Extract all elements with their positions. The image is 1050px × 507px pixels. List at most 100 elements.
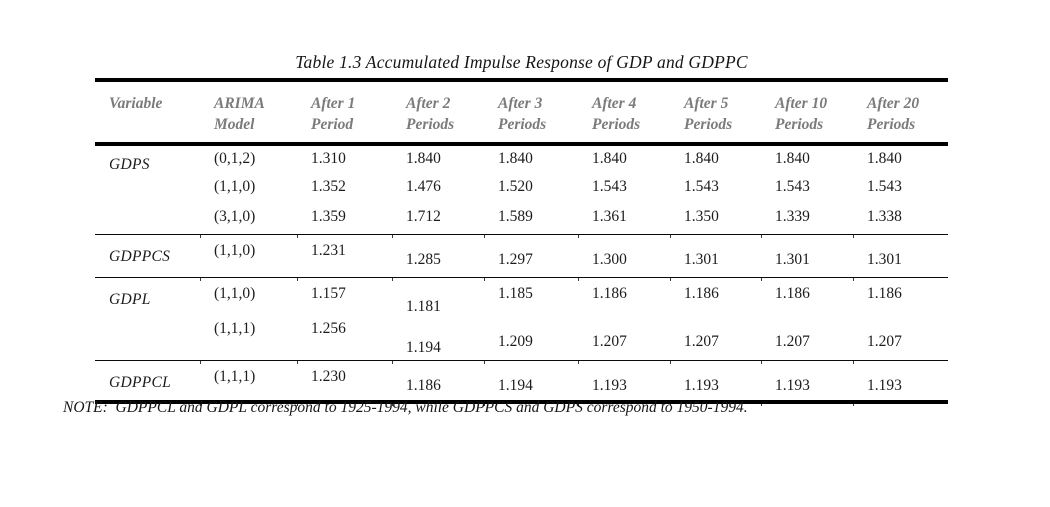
table-rule-thin (95, 359, 948, 364)
rule-segment (760, 399, 853, 406)
rule-segment (483, 399, 578, 406)
row-group-gdppcs: GDPPCS (1,1,0) 1.231 1.285 1.297 1.300 1… (95, 238, 948, 281)
value-cell: 1.193 (867, 376, 902, 394)
arima-model-cell: (1,1,0) (214, 285, 256, 302)
column-header-arima-model: ARIMA Model (200, 78, 297, 146)
value-cell: 1.520 (498, 178, 533, 195)
table-header-row: Variable ARIMA Model After 1 Period Afte… (95, 78, 948, 146)
value-cell: 1.186 (406, 376, 441, 394)
rule-segment (391, 399, 484, 406)
value-cell: 1.207 (592, 333, 627, 350)
rule-segment (296, 233, 392, 238)
value-cell: 1.194 (498, 376, 533, 394)
rule-segment (296, 277, 392, 281)
value-cell: 1.352 (311, 178, 346, 195)
value-cell: 1.300 (592, 250, 627, 268)
rule-segment (483, 233, 578, 238)
value-cell: 1.338 (867, 208, 902, 225)
rule-segment (296, 359, 392, 364)
rule-segment (669, 359, 761, 364)
rule-segment (852, 277, 948, 281)
column-header-after-2: After 2 Periods (392, 78, 484, 146)
value-cell: 1.840 (498, 150, 533, 167)
value-cell: 1.193 (684, 376, 719, 394)
rule-segment (391, 233, 484, 238)
column-header-after-10: After 10 Periods (761, 78, 853, 146)
table-rule-thick-bottom (95, 399, 948, 406)
rule-segment (391, 277, 484, 281)
value-cell: 1.361 (592, 208, 627, 225)
value-cell: 1.476 (406, 178, 441, 195)
value-cell: 1.186 (684, 285, 719, 302)
column-header-after-3: After 3 Periods (484, 78, 578, 146)
row-group-gdppcl: GDPPCL (1,1,1) 1.230 1.186 1.194 1.193 1… (95, 364, 948, 406)
table-row: GDPS (0,1,2) 1.310 1.840 1.840 1.840 1.8… (95, 144, 948, 174)
rule-segment (852, 399, 948, 406)
value-cell: 1.301 (867, 250, 902, 268)
value-cell: 1.209 (498, 333, 533, 350)
value-cell: 1.256 (311, 320, 346, 337)
value-cell: 1.297 (498, 250, 533, 268)
rule-segment (577, 233, 670, 238)
arima-model-cell: (0,1,2) (214, 150, 256, 167)
table-row: GDPPCS (1,1,0) 1.231 1.285 1.297 1.300 1… (95, 238, 948, 278)
variable-cell: GDPL (109, 291, 151, 308)
column-header-variable: Variable (95, 78, 200, 146)
arima-model-cell: (1,1,1) (214, 367, 256, 385)
value-cell: 1.207 (684, 333, 719, 350)
value-cell: 1.207 (775, 333, 810, 350)
rule-segment (760, 359, 853, 364)
value-cell: 1.231 (311, 241, 346, 259)
value-cell: 1.193 (592, 376, 627, 394)
value-cell: 1.207 (867, 333, 902, 350)
value-cell: 1.157 (311, 285, 346, 302)
rule-segment (95, 277, 200, 281)
rule-segment (852, 233, 948, 238)
rule-segment (483, 359, 578, 364)
arima-model-cell: (1,1,0) (214, 241, 256, 259)
arima-model-cell: (3,1,0) (214, 208, 256, 225)
value-cell: 1.359 (311, 208, 346, 225)
value-cell: 1.186 (867, 285, 902, 302)
table-row: GDPL (1,1,0) 1.157 1.181 1.185 1.186 1.1… (95, 281, 948, 316)
value-cell: 1.543 (775, 178, 810, 195)
rule-segment (577, 359, 670, 364)
rule-segment (577, 277, 670, 281)
value-cell: 1.310 (311, 150, 346, 167)
rule-segment (852, 359, 948, 364)
value-cell: 1.186 (592, 285, 627, 302)
table-caption: Table 1.3 Accumulated Impulse Response o… (295, 52, 748, 72)
value-cell: 1.543 (684, 178, 719, 195)
value-cell: 1.543 (867, 178, 902, 195)
value-cell: 1.350 (684, 208, 719, 225)
table-row: (1,1,0) 1.352 1.476 1.520 1.543 1.543 1.… (95, 174, 948, 204)
table-row: GDPPCL (1,1,1) 1.230 1.186 1.194 1.193 1… (95, 364, 948, 402)
arima-model-cell: (1,1,1) (214, 320, 256, 337)
rule-segment (199, 277, 297, 281)
value-cell: 1.339 (775, 208, 810, 225)
rule-segment (199, 399, 297, 406)
rule-segment (95, 359, 200, 364)
column-header-after-4: After 4 Periods (578, 78, 670, 146)
value-cell: 1.186 (775, 285, 810, 302)
value-cell: 1.589 (498, 208, 533, 225)
column-header-after-20: After 20 Periods (853, 78, 948, 146)
column-header-after-5: After 5 Periods (670, 78, 761, 146)
rule-segment (199, 359, 297, 364)
value-cell: 1.285 (406, 250, 441, 268)
rule-segment (95, 399, 200, 406)
value-cell: 1.301 (775, 250, 810, 268)
table-row: (1,1,1) 1.256 1.194 1.209 1.207 1.207 1.… (95, 316, 948, 360)
rule-segment (95, 233, 200, 238)
rule-segment (199, 233, 297, 238)
value-cell: 1.840 (867, 150, 902, 167)
table-rule-thin (95, 277, 948, 281)
value-cell: 1.840 (775, 150, 810, 167)
rule-segment (296, 399, 392, 406)
value-cell: 1.301 (684, 250, 719, 268)
rule-segment (760, 277, 853, 281)
variable-cell: GDPPCS (109, 247, 171, 265)
rule-segment (483, 277, 578, 281)
value-cell: 1.840 (406, 150, 441, 167)
value-cell: 1.181 (406, 298, 441, 315)
